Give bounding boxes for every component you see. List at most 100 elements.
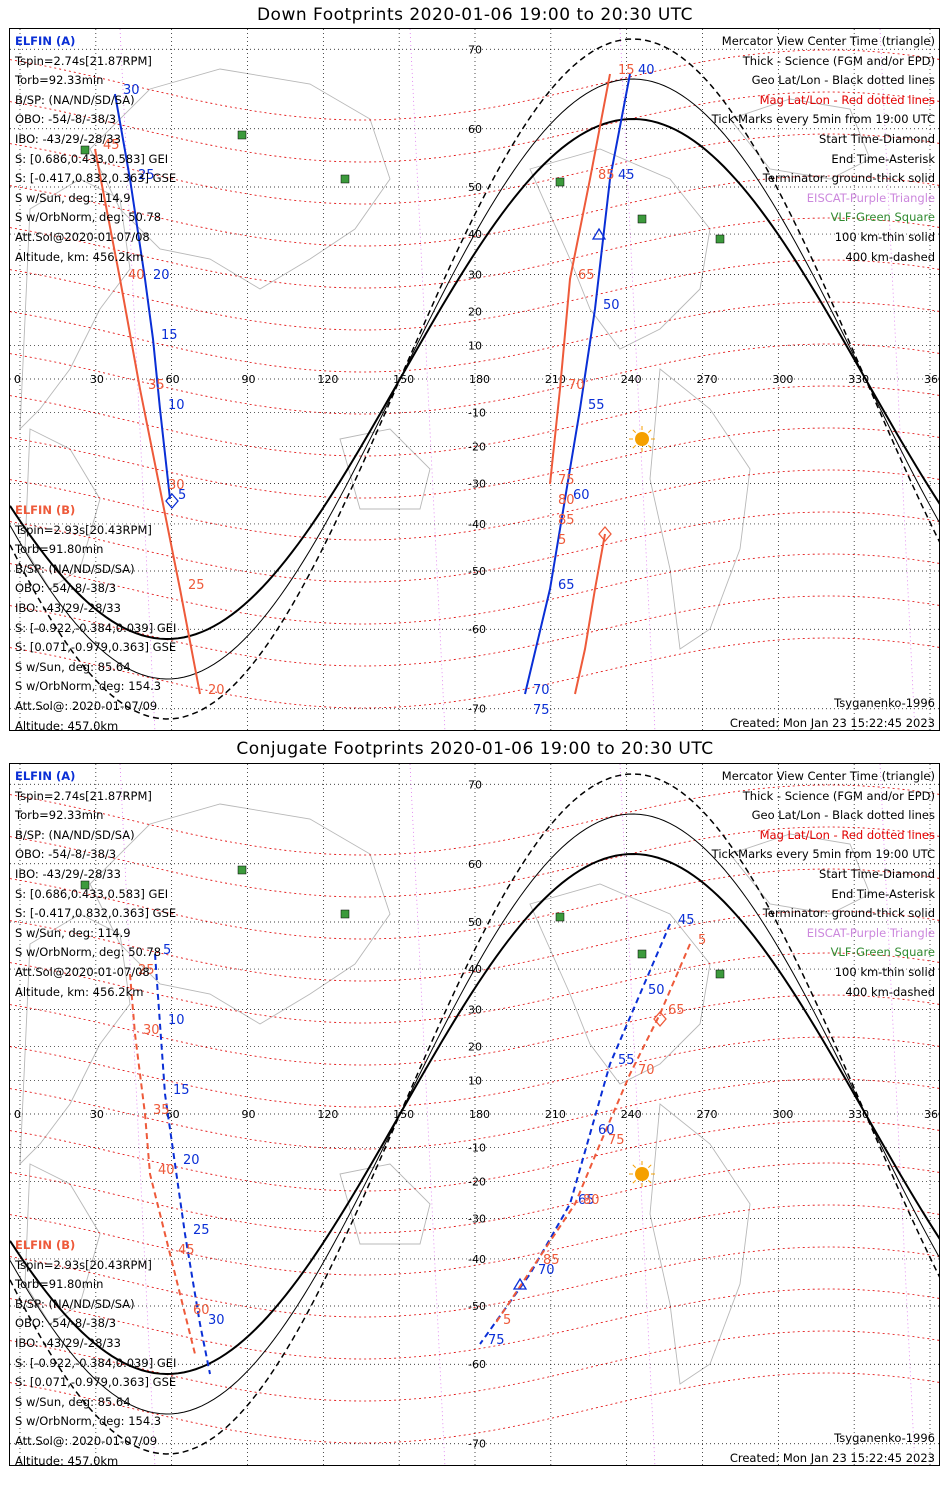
elfin-a-line: S w/Sun, deg: 114.9: [15, 925, 131, 940]
lat-tick-label: -60: [468, 623, 486, 636]
track-a-label: 65: [558, 578, 575, 593]
lat-tick-label: -10: [468, 406, 486, 419]
legend-item: 400 km-dashed: [845, 984, 935, 999]
lat-tick-label: 70: [468, 778, 482, 791]
track-a-label: 50: [648, 983, 665, 998]
mag-meridian: [409, 29, 446, 730]
lon-tick-label: 150: [393, 373, 414, 386]
legend-item: EISCAT-Purple Triangle: [806, 925, 935, 940]
mag-parallel: [10, 910, 939, 982]
lon-tick-label: 150: [393, 1108, 414, 1121]
lat-tick-labels: 70 60 50 40 30 20 10 -10 -20 -30 -40 -50 -60 -70: [468, 778, 486, 1450]
elfin-a-line: S w/Sun, deg: 114.9: [15, 190, 131, 205]
legend: Mercator View Center Time (triangle) Thic…: [712, 767, 935, 1002]
elfin-a-line: OBO: -54/-8/-38/3: [15, 112, 117, 127]
track-markers: [512, 1011, 667, 1290]
landmass-3: [339, 428, 431, 510]
lat-tick-label: -50: [468, 565, 486, 578]
elfin-b-line: S w/OrbNorm, deg: 154.3: [15, 679, 162, 694]
lon-tick-label: 240: [621, 1108, 642, 1121]
sun-ray: [648, 1164, 652, 1168]
track-b-label: 75: [558, 473, 575, 488]
elfin-b-line: S w/OrbNorm, deg: 154.3: [15, 1414, 162, 1429]
elfin-a-line: S: [-0.417,0.832,0.363] GSE: [15, 171, 177, 186]
lon-tick-label: 300: [772, 1108, 793, 1121]
elfin-a-line: Att.Sol@2020-01-07/08: [15, 964, 150, 979]
start-diamond-a: [165, 493, 179, 509]
elfin-a-line: B/SP: (NA/ND/SD/SA): [15, 92, 135, 107]
lat-tick-label: -30: [468, 1212, 486, 1225]
mag-parallel: [10, 553, 939, 625]
track-labels: 30 25 20 15 10 5 40 45 50 55 60 65 70 75 45 40 35 30 25 20 1…: [103, 63, 655, 718]
track-a-label: 5: [178, 488, 186, 503]
track-b-label: 80: [583, 1193, 600, 1208]
model-name: Tsyganenko-1996: [834, 1431, 935, 1445]
elfin-a-line: S w/OrbNorm, deg: 50.78: [15, 945, 162, 960]
elfin-a-info: ELFIN (A) Tspin=2.74s[21.87RPM] Torb=92.33…: [15, 32, 176, 267]
mag-parallel: [10, 1036, 939, 1108]
lat-tick-label: 70: [468, 43, 482, 56]
footprint-tracks: [129, 923, 691, 1375]
sun-disc: [635, 432, 649, 446]
lat-tick-label: -50: [468, 1300, 486, 1313]
mag-parallel: [10, 175, 939, 247]
track-a-label: 10: [168, 398, 185, 413]
track-markers: [165, 227, 612, 542]
legend-item: 100 km-thin solid: [834, 229, 935, 244]
sun-ray: [632, 445, 636, 449]
mag-parallel: [10, 511, 939, 583]
track-b-label: 40: [158, 1163, 175, 1178]
lat-tick-label: -70: [468, 1438, 486, 1451]
lat-tick-label: 30: [468, 1004, 482, 1017]
track-b-label: 65: [668, 1003, 685, 1018]
center-time-triangle: [512, 1277, 528, 1290]
elfin-b-line: Altitude: 457.0km: [15, 718, 119, 731]
legend-item: Mercator View Center Time (triangle): [721, 769, 935, 783]
elfin-a-line: Torb=92.33min: [15, 808, 104, 823]
mag-parallel: [10, 952, 939, 1024]
elfin-a-line: Torb=92.33min: [15, 73, 104, 88]
lon-tick-label: 90: [242, 1108, 256, 1121]
elfin-b-line: S w/Sun, deg: 85.64: [15, 1394, 131, 1409]
elfin-b-line: Tspin=2.93s[20.43RPM]: [15, 522, 152, 537]
track-a-label: 60: [573, 488, 590, 503]
mag-parallel: [10, 1372, 939, 1444]
lon-tick-label: 270: [697, 1108, 718, 1121]
lat-tick-label: 30: [468, 269, 482, 282]
legend-item: Tick Marks every 5min from 19:00 UTC: [711, 112, 935, 127]
lon-tick-label: 180: [469, 373, 490, 386]
lon-tick-label: 30: [90, 1108, 104, 1121]
landmass-4: [529, 148, 711, 350]
mag-parallel: [10, 994, 939, 1066]
lat-tick-label: 10: [468, 340, 482, 353]
track-b-label: 15: [618, 63, 635, 78]
elfin-a-line: B/SP: (NA/ND/SD/SA): [15, 827, 135, 842]
lon-tick-label: 180: [469, 1108, 490, 1121]
mag-parallel: [10, 1078, 939, 1150]
elfin-a-heading: ELFIN (A): [15, 34, 76, 48]
mag-parallel: [10, 1288, 939, 1360]
track-a-label: 75: [533, 703, 550, 718]
track-a-label: 15: [161, 328, 178, 343]
elfin-a-line: S: [0.686,0.433,0.583] GEI: [15, 151, 169, 166]
track-a-label: 25: [138, 168, 155, 183]
elfin-b-line: Torb=91.80min: [15, 1277, 104, 1292]
mag-parallel: [10, 1162, 939, 1234]
track-b-label: 30: [143, 1023, 160, 1038]
elfin-a-info: ELFIN (A) Tspin=2.74s[21.87RPM] Torb=92.33…: [15, 767, 176, 1002]
sun-ray: [632, 1180, 636, 1184]
track-b-label: 70: [638, 1063, 655, 1078]
elfin-a-line: S: [-0.417,0.832,0.363] GSE: [15, 906, 177, 921]
mag-parallel: [10, 343, 939, 415]
legend-item: 100 km-thin solid: [834, 964, 935, 979]
vlf-green-square: [340, 909, 350, 919]
track-b-label: 40: [128, 268, 145, 283]
mag-grid: [10, 784, 939, 1444]
legend-item: Thick - Science (FGM and/or EPD): [742, 788, 935, 803]
lat-tick-label: 50: [468, 916, 482, 929]
elfin-b-line: IBO: -43/29/-28/33: [15, 600, 121, 615]
elfin-b-line: Altitude: 457.0km: [15, 1453, 119, 1466]
lat-tick-label: 20: [468, 305, 482, 318]
landmass-3: [339, 1163, 431, 1245]
sun-icon: [629, 1161, 655, 1187]
